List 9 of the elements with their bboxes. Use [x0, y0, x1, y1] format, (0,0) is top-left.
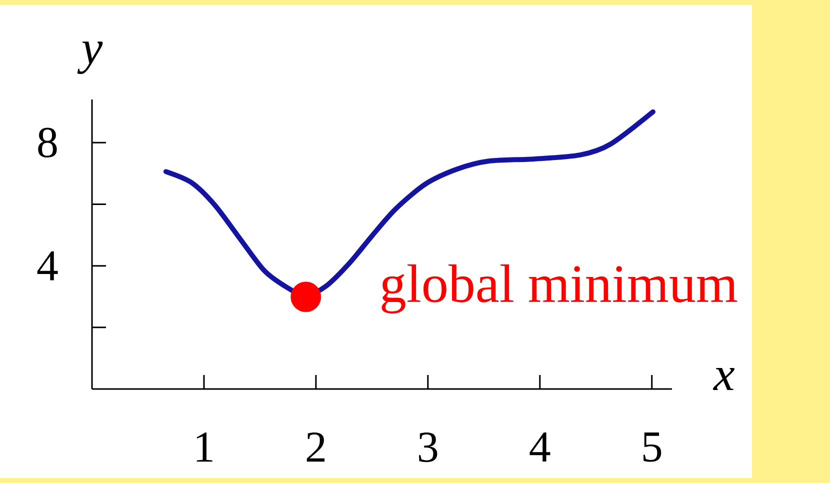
x-tick-label: 4 — [530, 432, 550, 462]
y-tick-label: 8 — [38, 128, 57, 158]
x-tick-label: 3 — [419, 432, 438, 462]
x-tick-label: 2 — [306, 432, 325, 462]
x-tick-label: 1 — [196, 432, 212, 462]
y-axis-title: y — [77, 42, 103, 74]
x-axis-title: x — [712, 368, 734, 390]
x-tick-label: 5 — [643, 432, 662, 462]
annotation: global minimum — [382, 264, 738, 314]
